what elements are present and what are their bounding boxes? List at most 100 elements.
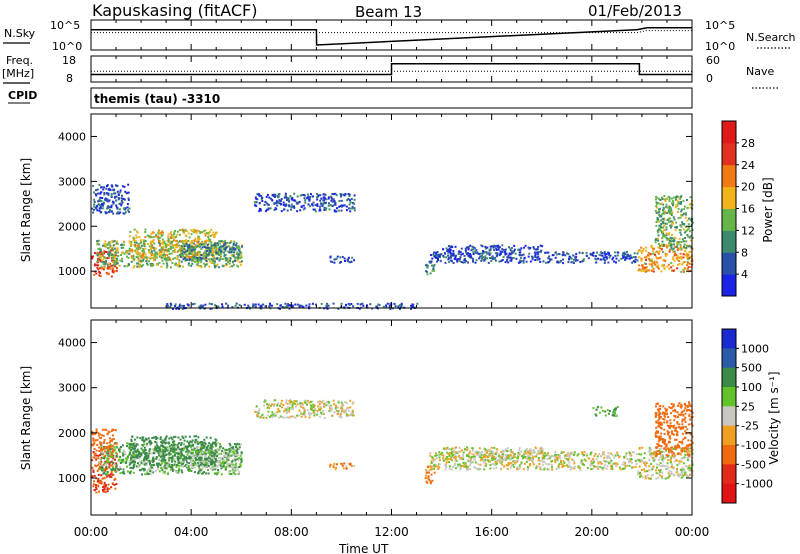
power-data-cell-11	[125, 192, 128, 195]
vel-data-cell-1	[132, 454, 135, 457]
power-data-cell-10	[691, 237, 694, 239]
vel-data-cell-5	[263, 404, 266, 407]
vel-data-cell-4	[100, 447, 102, 450]
vel-data-cell-4	[111, 439, 114, 442]
vel-data-cell-0	[108, 475, 111, 478]
vel-data-cell-5	[310, 412, 313, 415]
power-data-cell-7	[574, 255, 577, 258]
power-data-cell-0	[103, 250, 106, 253]
power-data-cell-9	[652, 270, 655, 273]
power-data-cell-3	[208, 252, 211, 254]
vel-data-cell-8	[590, 464, 593, 466]
power-data-cell-1	[219, 253, 222, 256]
vel-data-cell-5	[263, 400, 266, 403]
power-data-cell-1	[152, 264, 155, 266]
power-data-cell-4	[340, 199, 343, 202]
power-data-cell-1	[116, 248, 119, 251]
power-data-cell-10	[684, 213, 687, 216]
vel-data-cell-5	[320, 407, 322, 410]
power-data-cell-7	[474, 261, 477, 264]
power-data-cell-0	[93, 264, 96, 267]
power-data-cell-12	[166, 304, 169, 307]
power-data-cell-4	[302, 194, 305, 196]
power-data-cell-2	[151, 256, 154, 259]
power-data-cell-2	[211, 234, 214, 237]
power-data-cell-11	[121, 194, 123, 197]
power-data-cell-7	[579, 260, 582, 263]
vel-data-cell-4	[97, 432, 100, 434]
power-data-cell-12	[193, 302, 196, 305]
power-data-cell-11	[115, 212, 118, 215]
power-data-cell-1	[204, 263, 207, 266]
vel-data-cell-2	[210, 452, 213, 455]
power-data-cell-7	[467, 261, 469, 264]
power-data-cell-0	[107, 272, 110, 275]
vel-data-cell-2	[169, 448, 172, 451]
vel-data-cell-1	[239, 443, 242, 446]
vel-data-cell-5	[320, 411, 323, 414]
power-data-cell-8	[496, 244, 499, 247]
vel-data-cell-8	[461, 455, 464, 458]
vel-data-cell-2	[136, 436, 139, 439]
vel-data-cell-5	[331, 414, 334, 417]
power-data-cell-7	[603, 251, 606, 254]
power-data-cell-7	[507, 261, 510, 264]
power-data-cell-8	[472, 253, 475, 256]
vel-data-cell-1	[106, 458, 109, 461]
power-data-cell-4	[285, 204, 288, 207]
power-data-cell-1	[216, 264, 219, 267]
vel-data-cell-4	[111, 434, 114, 437]
vel-data-cell-1	[162, 450, 164, 453]
vel-data-cell-0	[98, 465, 101, 468]
power-data-cell-1	[102, 263, 105, 265]
power-data-cell-1	[162, 262, 165, 265]
vel-data-cell-8	[567, 465, 570, 468]
power-data-cell-4	[340, 205, 343, 208]
power-data-cell-1	[144, 240, 147, 242]
power-data-cell-3	[211, 259, 214, 262]
vel-data-cell-8	[504, 457, 507, 460]
vel-data-cell-2	[172, 451, 175, 454]
power-data-cell-3	[185, 254, 188, 257]
vel-data-cell-5	[307, 399, 310, 402]
vel-data-cell-2	[185, 459, 188, 462]
vel-data-cell-1	[112, 466, 114, 469]
power-data-cell-1	[99, 249, 102, 252]
vel-data-cell-5	[277, 409, 280, 412]
power-data-cell-2	[139, 239, 142, 242]
vel-data-cell-6	[336, 463, 338, 466]
power-data-cell-9	[647, 254, 649, 256]
power-data-cell-1	[104, 263, 107, 266]
power-data-cell-7	[480, 257, 483, 260]
power-data-cell-1	[103, 256, 106, 258]
power-data-cell-11	[102, 188, 105, 191]
vel-data-cell-0	[110, 486, 113, 489]
power-data-cell-2	[200, 241, 203, 244]
power-data-cell-3	[191, 246, 194, 249]
vel-data-cell-8	[626, 458, 629, 460]
power-data-cell-2	[142, 243, 145, 246]
power-data-cell-10	[657, 213, 660, 216]
power-data-cell-4	[290, 203, 293, 206]
power-data-cell-7	[536, 251, 539, 254]
power-data-cell-11	[110, 195, 113, 197]
power-data-cell-2	[185, 253, 188, 256]
power-data-cell-9	[663, 267, 666, 270]
power-data-cell-10	[655, 224, 658, 227]
power-data-cell-11	[92, 185, 95, 188]
vel-data-cell-3	[236, 454, 239, 457]
power-data-cell-12	[347, 303, 350, 305]
power-data-cell-0	[113, 270, 116, 273]
power-data-cell-7	[496, 254, 499, 257]
vel-data-cell-3	[201, 451, 204, 454]
vel-data-cell-8	[551, 460, 554, 462]
power-data-cell-2	[194, 252, 197, 254]
power-data-cell-11	[128, 207, 131, 210]
vel-data-cell-6	[340, 462, 343, 465]
vel-data-cell-0	[92, 451, 95, 453]
vel-data-cell-5	[280, 402, 283, 405]
vel-data-cell-5	[312, 403, 315, 406]
vel-data-cell-8	[607, 452, 610, 455]
vel-data-cell-1	[126, 442, 129, 445]
